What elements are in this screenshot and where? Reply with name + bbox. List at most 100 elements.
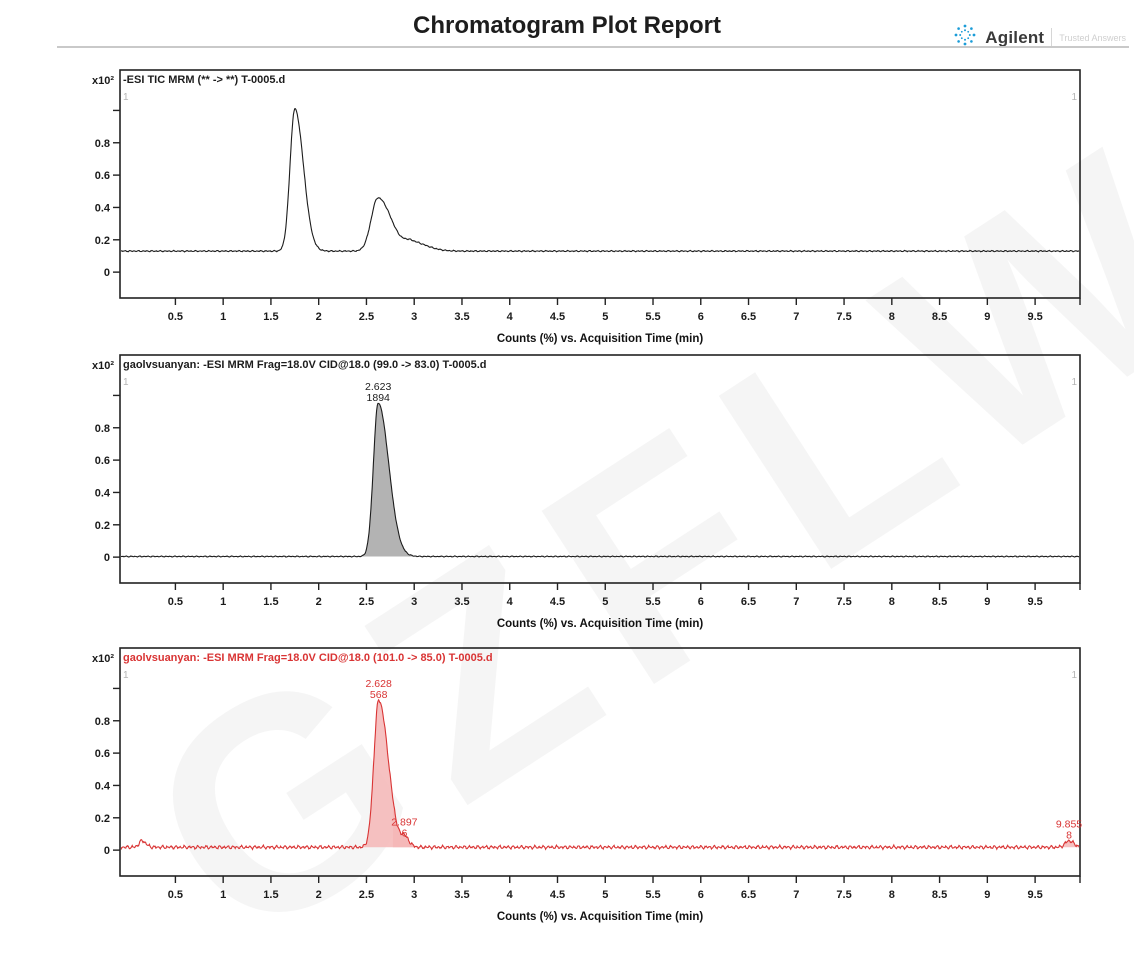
y-tick-label: 0.4	[95, 202, 111, 214]
peak-area-label: 8	[1066, 830, 1072, 842]
x-axis-label: Counts (%) vs. Acquisition Time (min)	[497, 911, 704, 923]
y-tick-label: 0.4	[95, 780, 111, 792]
chromatogram-panel-tic: 0 0.2 0.4 0.6 0.8 x10² 0.5 1 1.5 2 2.5 3 3.5 4 4.5 5 5.5…	[0, 62, 1134, 354]
x-tick-label: 9	[984, 596, 990, 608]
y-scale-label: x10²	[92, 653, 114, 665]
panel-marker-left: 1	[123, 670, 129, 681]
x-tick-label: 7	[793, 311, 799, 323]
x-tick-label: 6.5	[741, 889, 756, 901]
y-tick-label: 0.2	[95, 520, 110, 532]
x-tick-label: 8.5	[932, 311, 947, 323]
peak-area-label: 6	[401, 827, 407, 839]
peak-fill	[359, 403, 431, 557]
chromatogram-trace	[121, 108, 1079, 253]
x-tick-label: 6.5	[741, 311, 756, 323]
x-tick-label: 4	[507, 311, 514, 323]
x-tick-label: 1.5	[263, 311, 278, 323]
chromatogram-trace	[121, 698, 1079, 851]
y-tick-label: 0.8	[95, 716, 110, 728]
report-header: Chromatogram Plot Report Agilen	[0, 0, 1134, 50]
y-tick-label: 0.8	[95, 423, 110, 435]
x-tick-label: 2.5	[359, 311, 374, 323]
x-tick-label: 5.5	[645, 889, 660, 901]
chromatogram-trace	[121, 402, 1079, 558]
y-tick-label: 0.6	[95, 748, 110, 760]
y-tick-label: 0.4	[95, 487, 111, 499]
x-tick-label: 4.5	[550, 596, 565, 608]
x-tick-label: 8.5	[932, 596, 947, 608]
x-tick-label: 1	[220, 889, 226, 901]
y-tick-label: 0.8	[95, 138, 110, 150]
y-scale-label: x10²	[92, 75, 114, 87]
peak-fill	[392, 799, 429, 849]
chromatogram-panel-mrm-99-83: 0 0.2 0.4 0.6 0.8 x10² 0.5 1 1.5 2 2.5 3 3.5 4 4.5 5 5.5…	[0, 347, 1134, 639]
x-tick-label: 8	[889, 889, 895, 901]
panel-marker-left: 1	[123, 377, 129, 388]
brand-tagline: Trusted Answers	[1059, 32, 1126, 43]
x-tick-label: 1	[220, 596, 226, 608]
plot-title: -ESI TIC MRM (** -> **) T-0005.d	[123, 74, 285, 86]
x-tick-label: 4.5	[550, 889, 565, 901]
chromatogram-svg: 0 0.2 0.4 0.6 0.8 x10² 0.5 1 1.5 2 2.5 3 3.5 4 4.5 5 5.5…	[92, 69, 1081, 345]
y-tick-label: 0.2	[95, 813, 110, 825]
x-tick-label: 5	[602, 889, 608, 901]
peak-rt-label: 2.623	[365, 381, 391, 393]
x-tick-label: 9.5	[1027, 889, 1042, 901]
panel-marker-right: 1	[1071, 670, 1077, 681]
x-tick-label: 6	[698, 311, 704, 323]
x-tick-label: 6.5	[741, 596, 756, 608]
peak-area-label: 568	[370, 689, 388, 701]
x-tick-label: 5.5	[645, 596, 660, 608]
x-tick-label: 7.5	[836, 889, 851, 901]
y-tick-label: 0.6	[95, 455, 110, 467]
panel-marker-right: 1	[1071, 377, 1077, 388]
x-tick-label: 2.5	[359, 596, 374, 608]
plot-title: gaolvsuanyan: -ESI MRM Frag=18.0V CID@18…	[123, 359, 486, 371]
x-tick-label: 7	[793, 889, 799, 901]
agilent-spark-icon	[952, 22, 978, 53]
x-tick-label: 2.5	[359, 889, 374, 901]
brand-block: Agilent Trusted Answers	[952, 22, 1126, 53]
x-tick-label: 1.5	[263, 596, 278, 608]
x-tick-label: 4.5	[550, 311, 565, 323]
y-scale-label: x10²	[92, 360, 114, 372]
plot-border	[119, 354, 1081, 584]
x-tick-label: 7	[793, 596, 799, 608]
brand-name: Agilent	[985, 27, 1045, 47]
y-tick-label: 0	[104, 267, 110, 279]
x-tick-label: 9.5	[1027, 596, 1042, 608]
peak-fill	[359, 699, 427, 849]
x-axis-label: Counts (%) vs. Acquisition Time (min)	[497, 333, 704, 345]
x-tick-label: 5	[602, 596, 608, 608]
report-title: Chromatogram Plot Report	[412, 12, 721, 39]
x-tick-label: 5	[602, 311, 608, 323]
x-tick-label: 4	[507, 889, 514, 901]
peak-rt-label: 2.628	[366, 678, 392, 690]
plot-title: gaolvsuanyan: -ESI MRM Frag=18.0V CID@18…	[123, 652, 493, 664]
x-tick-label: 7.5	[836, 311, 851, 323]
x-tick-label: 0.5	[168, 596, 183, 608]
peak-rt-label: 2.897	[391, 816, 417, 828]
x-tick-label: 8	[889, 311, 895, 323]
plot-border	[119, 69, 1081, 299]
x-tick-label: 5.5	[645, 311, 660, 323]
x-tick-label: 9	[984, 889, 990, 901]
x-tick-label: 0.5	[168, 889, 183, 901]
y-tick-label: 0.2	[95, 235, 110, 247]
x-tick-label: 7.5	[836, 596, 851, 608]
brand-divider	[1051, 27, 1053, 48]
x-tick-label: 2	[316, 311, 322, 323]
plot-border	[119, 647, 1081, 877]
x-tick-label: 3.5	[454, 311, 469, 323]
x-tick-label: 3	[411, 889, 417, 901]
x-tick-label: 1.5	[263, 889, 278, 901]
x-tick-label: 2	[316, 889, 322, 901]
x-tick-label: 3.5	[454, 596, 469, 608]
x-tick-label: 9.5	[1027, 311, 1042, 323]
panel-marker-right: 1	[1071, 92, 1077, 103]
x-axis-label: Counts (%) vs. Acquisition Time (min)	[497, 618, 704, 630]
y-tick-label: 0	[104, 552, 110, 564]
x-tick-label: 3	[411, 596, 417, 608]
x-tick-label: 3.5	[454, 889, 469, 901]
x-tick-label: 6	[698, 889, 704, 901]
